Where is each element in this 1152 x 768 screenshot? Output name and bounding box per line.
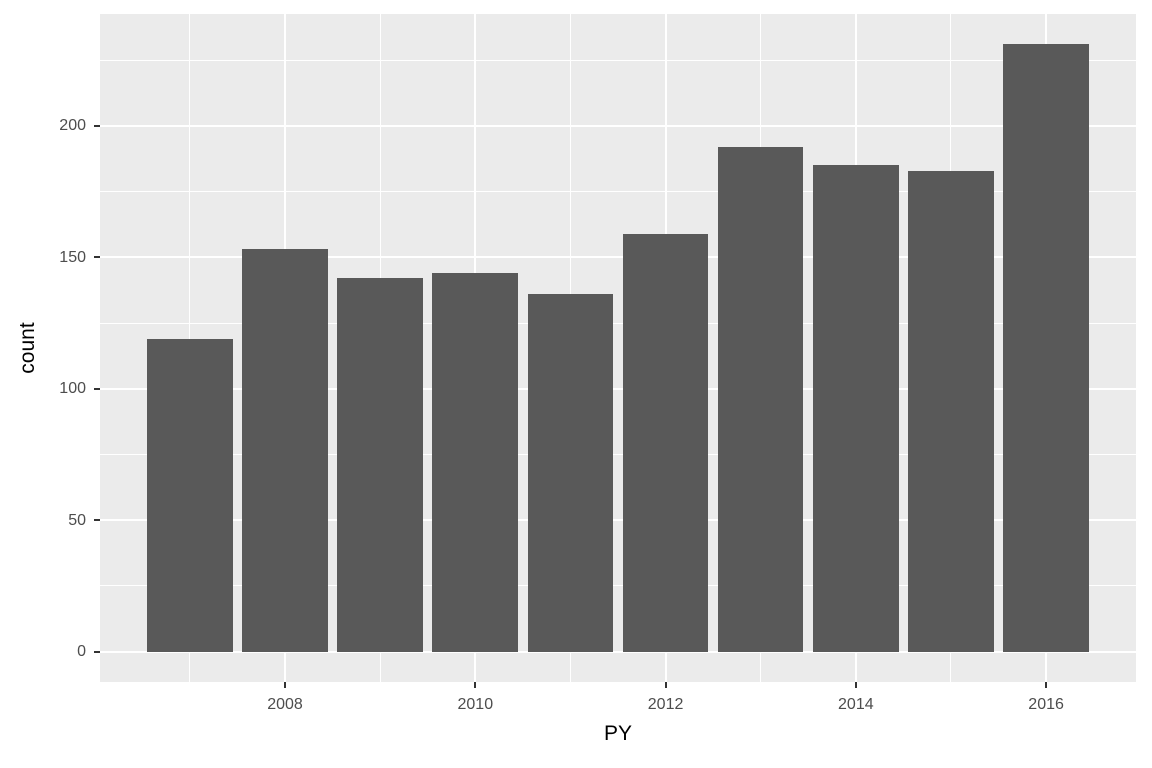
y-tick-label: 150 <box>59 248 86 266</box>
bar-2009 <box>337 278 423 652</box>
bar-2013 <box>717 146 804 652</box>
bar-2015 <box>908 170 994 652</box>
y-major-gridline <box>100 387 1136 390</box>
y-tick-mark <box>94 519 100 522</box>
bar-2008 <box>242 249 328 652</box>
x-tick-mark <box>1045 682 1048 688</box>
bar-2014 <box>813 165 899 652</box>
y-tick-label: 0 <box>77 643 86 661</box>
plot-panel <box>100 14 1136 682</box>
y-major-gridline <box>100 256 1136 259</box>
y-major-gridline <box>100 519 1136 522</box>
y-tick-label: 200 <box>59 117 86 135</box>
x-tick-label: 2008 <box>267 696 303 713</box>
y-minor-gridline <box>100 585 1136 587</box>
bar-2012 <box>622 233 709 652</box>
y-major-gridline <box>100 650 1136 653</box>
bar-2011 <box>527 294 614 652</box>
x-tick-label: 2010 <box>457 696 494 713</box>
y-minor-gridline <box>100 59 1136 61</box>
x-tick-mark <box>284 682 287 688</box>
x-axis-title: PY <box>603 722 632 745</box>
y-tick-mark <box>94 124 100 127</box>
x-tick-label: 2016 <box>1028 696 1064 713</box>
y-minor-gridline <box>100 453 1136 455</box>
bar-2010 <box>432 273 519 652</box>
x-tick-mark <box>474 682 477 688</box>
bar-2007 <box>147 338 233 652</box>
y-tick-mark <box>94 256 100 259</box>
x-tick-mark <box>664 682 667 688</box>
y-tick-mark <box>94 387 100 390</box>
y-tick-label: 50 <box>68 511 86 529</box>
y-minor-gridline <box>100 191 1136 193</box>
y-minor-gridline <box>100 322 1136 324</box>
y-major-gridline <box>100 124 1136 127</box>
x-tick-label: 2014 <box>838 696 874 713</box>
y-axis-title: count <box>16 322 39 374</box>
y-tick-mark <box>94 650 100 653</box>
y-tick-label: 100 <box>59 380 86 398</box>
x-tick-mark <box>854 682 857 688</box>
x-tick-label: 2012 <box>647 696 684 713</box>
bar-2016 <box>1003 44 1089 652</box>
